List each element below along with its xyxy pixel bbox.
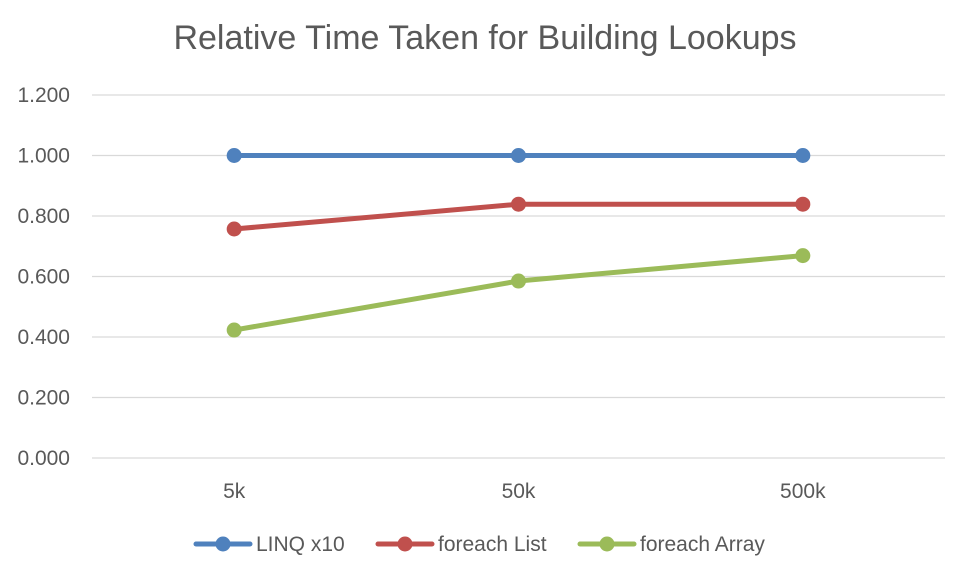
data-point <box>226 322 242 338</box>
legend-label: foreach List <box>438 533 547 556</box>
chart-title: Relative Time Taken for Building Lookups <box>173 19 796 57</box>
y-tick-label: 0.000 <box>17 447 70 470</box>
y-tick-label: 0.800 <box>17 205 70 228</box>
y-axis-ticks: 0.000 0.200 0.400 0.600 0.800 1.000 1.200 <box>17 84 70 470</box>
data-point <box>511 273 526 289</box>
y-tick-label: 1.200 <box>17 84 70 107</box>
x-tick-label: 500k <box>780 480 826 503</box>
legend-item: foreach List <box>375 533 547 556</box>
data-point <box>511 148 526 163</box>
data-point <box>795 196 811 212</box>
x-axis-ticks: 5k 50k 500k <box>223 480 826 503</box>
series-group <box>226 148 811 338</box>
y-tick-label: 0.400 <box>17 326 70 349</box>
legend-swatch-marker <box>599 536 615 552</box>
data-point <box>795 248 811 264</box>
series-0 <box>226 148 811 163</box>
data-point <box>226 148 242 163</box>
legend-swatch-marker <box>397 536 413 552</box>
data-point <box>795 148 811 163</box>
x-tick-label: 50k <box>502 480 536 503</box>
legend-swatch-marker <box>215 536 231 552</box>
legend: LINQ x10 foreach List foreach Array <box>193 533 765 556</box>
y-tick-label: 0.200 <box>17 387 70 410</box>
legend-label: LINQ x10 <box>256 533 345 556</box>
data-point <box>226 221 242 237</box>
series-1 <box>226 196 811 237</box>
series-line <box>231 253 806 333</box>
legend-label: foreach Array <box>640 533 765 556</box>
legend-item: LINQ x10 <box>193 533 345 556</box>
x-tick-label: 5k <box>223 480 246 503</box>
data-point <box>511 196 526 212</box>
y-tick-label: 0.600 <box>17 266 70 289</box>
legend-item: foreach Array <box>577 533 765 556</box>
series-2 <box>226 248 811 338</box>
y-tick-label: 1.000 <box>17 145 70 168</box>
